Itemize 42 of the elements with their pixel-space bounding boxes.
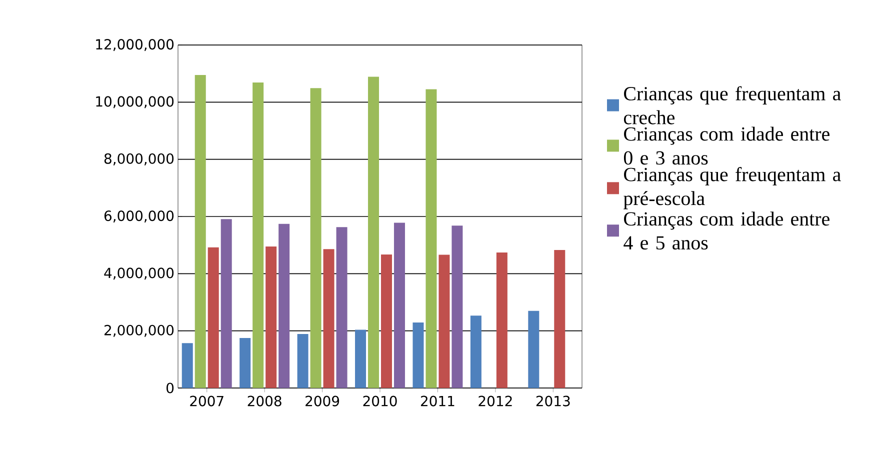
bar — [266, 246, 277, 388]
bar — [452, 226, 463, 388]
bar — [380, 254, 392, 388]
y-tick-label: 8,000,000 — [104, 153, 174, 166]
y-tick-label: 6,000,000 — [104, 210, 174, 222]
bar — [220, 219, 232, 388]
x-tick-label: 2013 — [536, 396, 570, 406]
bar — [252, 82, 264, 388]
legend-label: Crianças que frequentam a creche — [624, 86, 841, 124]
y-tick-label: 2,000,000 — [104, 324, 174, 337]
bar — [182, 343, 193, 388]
x-tick-label: 2007 — [190, 396, 224, 406]
x-tick-label: 2010 — [363, 396, 397, 406]
legend-label: Crianças que freuqentam a pré-escola — [624, 167, 841, 210]
bar — [426, 89, 437, 388]
y-tick-label: 10,000,000 — [96, 96, 174, 108]
bar — [496, 252, 508, 388]
legend-label: Crianças com idade entre 4 e 5 anos — [624, 212, 830, 250]
bar — [240, 338, 251, 388]
bar — [438, 254, 450, 388]
bar — [412, 322, 424, 388]
bar — [194, 75, 206, 388]
y-tick-label: 0 — [166, 382, 174, 394]
bar — [355, 330, 366, 388]
bar — [394, 222, 405, 388]
y-tick-label: 4,000,000 — [104, 268, 174, 280]
legend-label: Crianças com idade entre 0 e 3 anos — [624, 126, 830, 165]
bar — [297, 334, 308, 388]
x-tick-label: 2008 — [248, 396, 282, 406]
x-tick-label: 2011 — [420, 396, 454, 406]
bar — [323, 249, 334, 388]
x-tick-label: 2009 — [306, 396, 340, 406]
y-tick-label: 12,000,000 — [96, 39, 174, 51]
bar — [208, 247, 219, 388]
bar — [554, 250, 566, 388]
bar — [310, 88, 322, 388]
bar — [278, 224, 290, 388]
bar — [336, 227, 348, 388]
x-tick-label: 2012 — [478, 396, 512, 406]
bar — [368, 76, 380, 388]
bar — [528, 310, 540, 388]
bar — [470, 316, 482, 388]
